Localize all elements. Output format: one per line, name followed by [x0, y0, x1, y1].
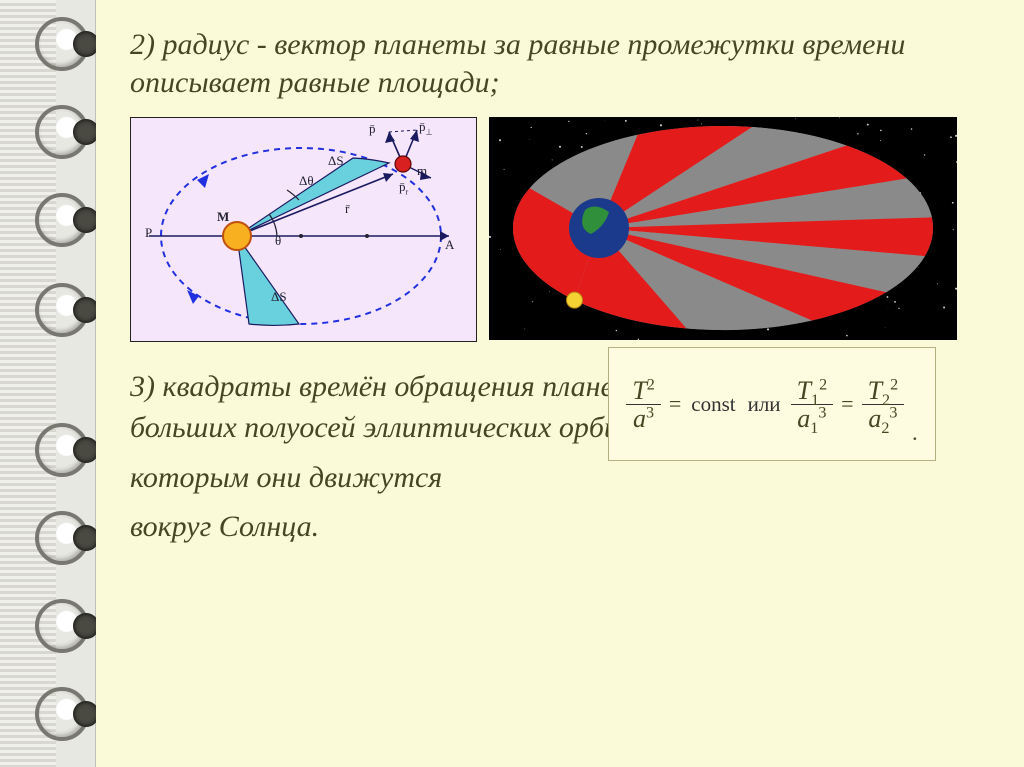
figure-row: P A M m r̄ θ Δθ ΔS ΔS p̄ p̄⊥ p̄r: [130, 117, 980, 342]
label-pr: p̄r: [399, 180, 408, 193]
orbit-diagram: P A M m r̄ θ Δθ ΔS ΔS p̄ p̄⊥ p̄r: [130, 117, 477, 342]
label-dS2: ΔS: [271, 290, 287, 303]
label-dtheta: Δθ: [299, 174, 314, 187]
label-r: r̄: [345, 202, 349, 215]
frac-T2: T22 a23: [862, 377, 905, 433]
frac-T1: T12 a13: [791, 377, 834, 433]
kepler-third-law-formula: T2 a3 = const или T12 a13 = T22 a23 .: [608, 347, 936, 461]
frac-T2-a3: T2 a3: [626, 377, 661, 433]
law3-line-b: которым они движутся: [130, 457, 610, 498]
label-pperp: p̄⊥: [419, 120, 433, 133]
label-m: m: [417, 164, 427, 177]
label-p: p̄: [369, 122, 376, 135]
label-dS1: ΔS: [328, 154, 344, 167]
kepler-law-2-text: 2) радиус - вектор планеты за равные про…: [130, 26, 980, 103]
kepler-law-3-block: 3) квадраты времён обращения планет отно…: [130, 366, 980, 548]
label-M: M: [217, 210, 229, 223]
label-theta: θ: [275, 234, 281, 247]
notebook-page: 2) радиус - вектор планеты за равные про…: [96, 0, 1024, 767]
law3-line-c: вокруг Солнца.: [130, 506, 610, 547]
const-word: const: [691, 392, 735, 417]
label-A: A: [445, 238, 454, 251]
spiral-binder: [0, 0, 96, 767]
ili-word: или: [748, 392, 781, 417]
kepler-equal-areas: [489, 117, 957, 340]
label-P: P: [145, 226, 152, 239]
